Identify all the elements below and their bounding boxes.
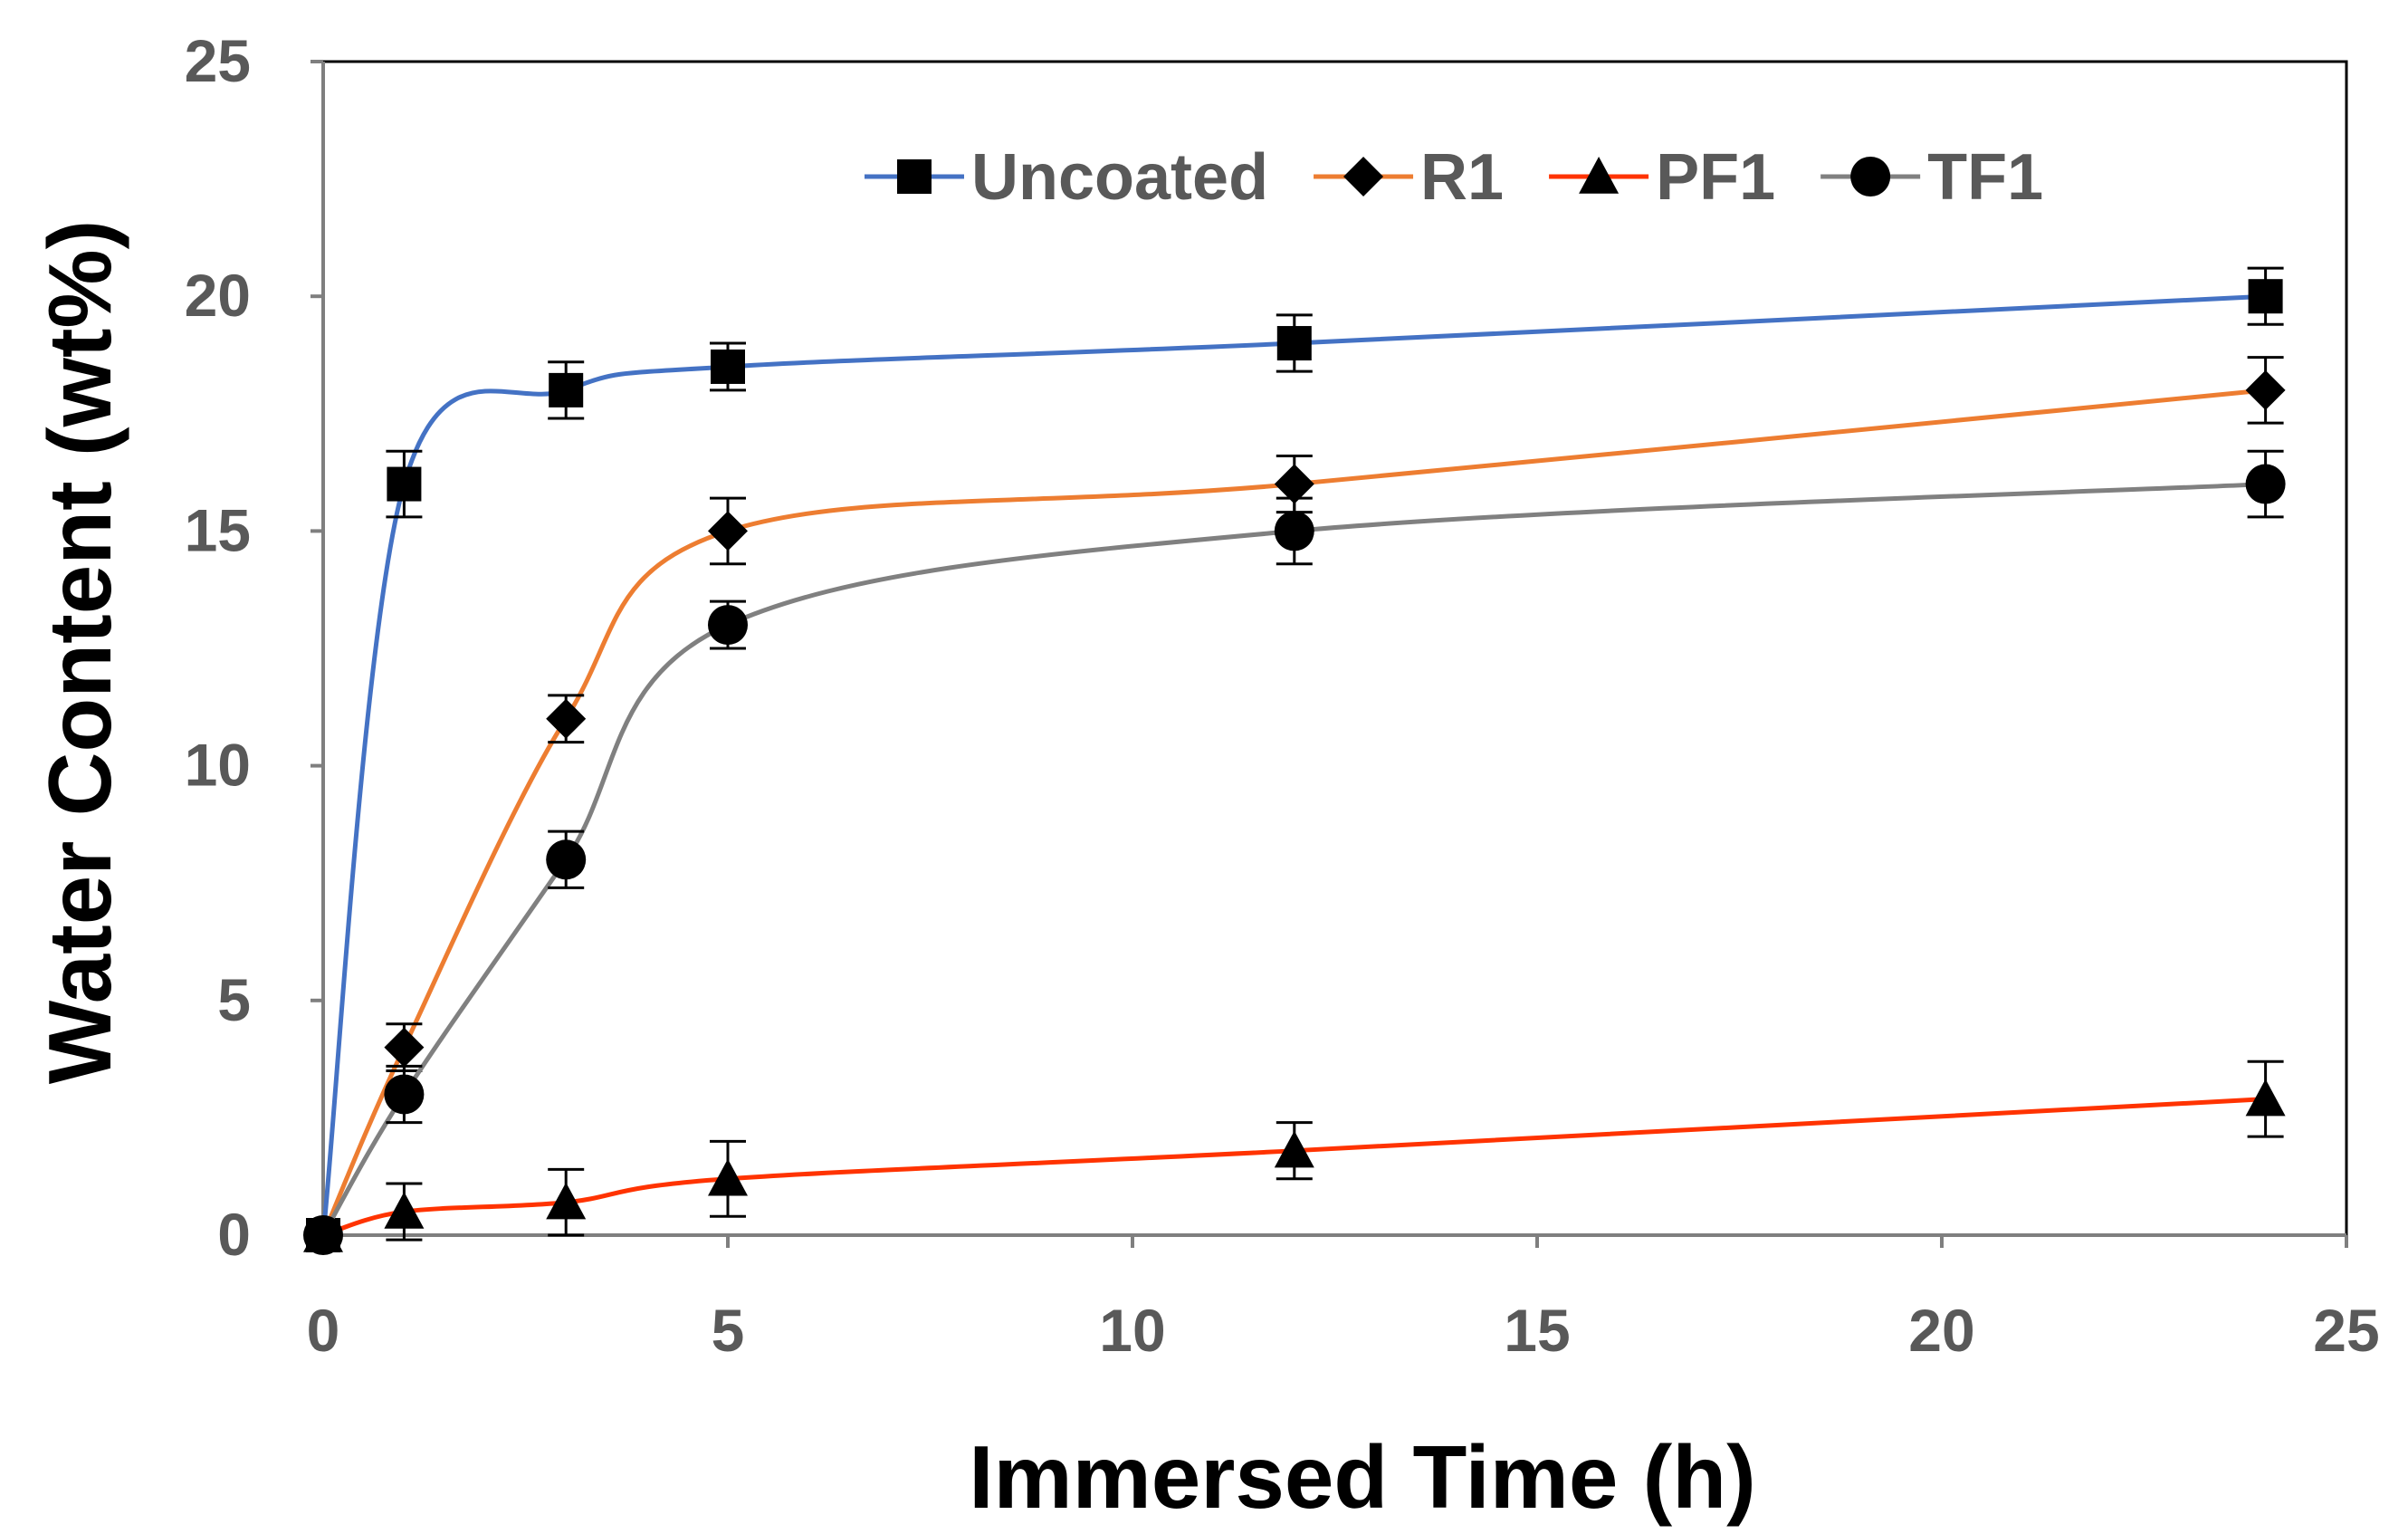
- x-tick-label: 5: [712, 1297, 745, 1364]
- data-point-pf1: [384, 1192, 425, 1229]
- axes-layer: 0 5 10 15 20 25 0 5 10 15 20 25: [185, 27, 2380, 1364]
- data-point-uncoated: [2248, 279, 2283, 314]
- x-tick-label: 0: [307, 1297, 340, 1364]
- data-point-pf1: [1274, 1130, 1314, 1168]
- y-tick-label: 15: [185, 496, 251, 563]
- data-point-r1: [708, 511, 748, 551]
- y-tick-label: 20: [185, 262, 251, 329]
- data-point-uncoated: [1276, 326, 1312, 361]
- data-point-tf1: [384, 1074, 425, 1115]
- data-point-tf1: [708, 605, 748, 646]
- series-layer: [303, 266, 2286, 1255]
- x-axis-title: Immersed Time (h): [969, 1427, 1756, 1527]
- legend-item-uncoated: Uncoated: [865, 141, 1268, 214]
- legend-label-tf1: TF1: [1927, 141, 2043, 214]
- legend-marker-r1: [1343, 157, 1384, 197]
- legend-marker-tf1: [1850, 157, 1891, 197]
- data-point-tf1: [2245, 464, 2286, 504]
- y-tick-label: 0: [217, 1201, 251, 1268]
- y-tick-label: 10: [185, 732, 251, 799]
- data-point-tf1: [1274, 511, 1314, 551]
- y-tick-label: 25: [185, 27, 251, 94]
- data-point-r1: [2245, 369, 2286, 410]
- series-line-tf1: [320, 482, 2266, 1237]
- series-line-uncoated: [320, 293, 2266, 1236]
- legend-item-r1: R1: [1314, 141, 1504, 214]
- x-tick-label: 10: [1099, 1297, 1165, 1364]
- data-point-uncoated: [387, 466, 422, 502]
- legend-item-tf1: TF1: [1820, 141, 2043, 214]
- data-point-r1: [546, 698, 587, 739]
- legend-item-pf1: PF1: [1549, 141, 1775, 214]
- data-point-uncoated: [711, 349, 745, 384]
- y-axis-title: Water Content (wt%): [30, 220, 129, 1085]
- legend-marker-uncoated: [897, 159, 932, 194]
- data-point-pf1: [546, 1182, 587, 1220]
- legend: Uncoated R1 PF1 TF1: [865, 141, 2043, 214]
- legend-label-r1: R1: [1420, 141, 1504, 214]
- data-point-uncoated: [549, 372, 584, 407]
- data-point-r1: [1274, 464, 1314, 504]
- legend-label-uncoated: Uncoated: [971, 141, 1268, 214]
- x-tick-label: 25: [2313, 1297, 2379, 1364]
- series-pf1: [303, 1059, 2286, 1252]
- legend-label-pf1: PF1: [1656, 141, 1775, 214]
- series-line-pf1: [322, 1097, 2266, 1238]
- x-tick-label: 20: [1908, 1297, 1974, 1364]
- series-uncoated: [306, 266, 2284, 1252]
- legend-marker-pf1: [1579, 157, 1620, 194]
- x-tick-label: 15: [1504, 1297, 1570, 1364]
- data-point-pf1: [2245, 1079, 2286, 1117]
- series-tf1: [303, 449, 2286, 1255]
- data-point-r1: [384, 1027, 425, 1068]
- data-point-tf1: [546, 839, 587, 880]
- data-point-tf1: [303, 1215, 343, 1255]
- y-tick-label: 5: [217, 966, 251, 1033]
- data-point-pf1: [708, 1158, 748, 1196]
